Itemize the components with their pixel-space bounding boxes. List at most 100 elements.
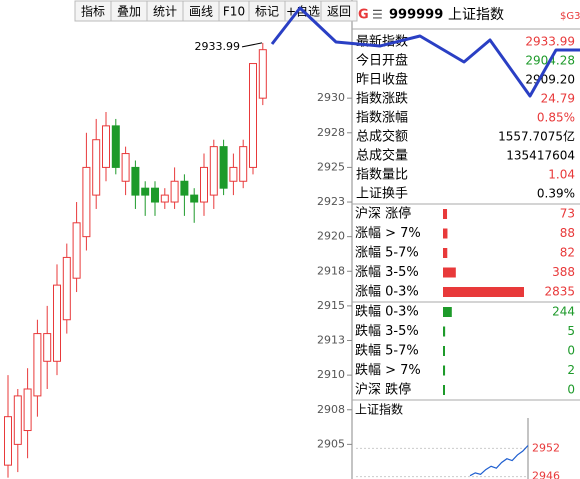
quote-value: 135417604: [506, 149, 575, 163]
breadth-value: 82: [560, 246, 575, 260]
breadth-value: 5: [567, 324, 575, 338]
breadth-bar: [443, 209, 448, 219]
breadth-label: 跌幅 5-7%: [355, 343, 419, 359]
candle-body: [170, 180, 179, 203]
candle-body: [4, 416, 12, 466]
breadth-value: 0: [567, 383, 575, 397]
breadth-label: 涨幅 > 7%: [355, 226, 421, 241]
quote-label: 指数量比: [356, 168, 408, 183]
breadth-value: 2835: [544, 285, 575, 299]
hand-drawn-annotation: [270, 6, 580, 98]
quote-label: 总成交量: [356, 148, 408, 164]
breadth-label: 涨幅 5-7%: [355, 246, 419, 261]
quote-label: 昨日收盘: [356, 72, 408, 88]
toolbar-label[interactable]: 统计: [153, 5, 177, 19]
candle-body: [219, 146, 228, 189]
breadth-bar: [443, 326, 446, 337]
y-tick-label: 2918: [317, 264, 345, 277]
mini-line: [469, 445, 529, 477]
breadth-bar: [443, 346, 445, 356]
y-tick-label: 2908: [317, 403, 345, 416]
y-tick-label: 2925: [317, 160, 345, 173]
candle-body: [72, 222, 81, 279]
candle-body: [258, 49, 267, 99]
breadth-label: 沪深 涨停: [355, 206, 411, 222]
breadth-bar: [443, 228, 448, 239]
candle-body: [151, 187, 159, 203]
breadth-bar: [443, 365, 446, 376]
candle-body: [190, 194, 199, 203]
candle-body: [33, 333, 42, 397]
annotation-arrow: [241, 42, 263, 48]
breadth-label: 跌幅 0-3%: [355, 304, 419, 320]
y-tick-label: 2913: [317, 334, 345, 347]
y-tick-label: 2923: [317, 195, 345, 208]
breadth-value: 88: [560, 226, 575, 240]
breadth-value: 244: [552, 305, 575, 319]
candle-body: [82, 166, 91, 238]
quote-label: 总成交额: [356, 129, 408, 145]
toolbar-label[interactable]: 返回: [327, 5, 351, 19]
quote-value: 24.79: [541, 92, 575, 106]
breadth-bar: [443, 248, 448, 258]
price-annotation: 2933.99: [195, 40, 241, 53]
candle-body: [180, 180, 189, 196]
quote-label: 指数涨跌: [356, 91, 408, 107]
mini-tick-label: 2946: [532, 470, 560, 479]
candle-body: [102, 125, 110, 168]
candle-body: [239, 146, 248, 182]
toolbar-label[interactable]: 指标: [81, 4, 105, 19]
quote-value: 0.85%: [537, 111, 575, 125]
candle-body: [111, 125, 120, 168]
candle-body: [92, 139, 101, 196]
breadth-value: 2: [567, 363, 575, 377]
candle-body: [200, 166, 208, 203]
y-tick-label: 2905: [317, 437, 345, 450]
mini-tick-label: 2952: [532, 441, 560, 454]
toolbar-button[interactable]: [320, 0, 358, 22]
candle-body: [13, 395, 22, 445]
market: G: [358, 8, 369, 23]
candle-body: [249, 63, 257, 168]
breadth-label: 涨幅 0-3%: [355, 285, 419, 300]
toolbar-label[interactable]: 画线: [189, 5, 213, 19]
candle-body: [209, 146, 218, 196]
breadth-value: 0: [567, 344, 575, 358]
quote-value: 2909.20: [525, 73, 575, 87]
breadth-label: 涨幅 3-5%: [355, 265, 419, 280]
code: 999999: [389, 8, 443, 23]
y-tick-label: 2930: [317, 91, 345, 104]
breadth-label: 沪深 跌停: [355, 382, 411, 398]
toolbar-label[interactable]: 叠加: [117, 5, 141, 19]
candle-body: [131, 166, 140, 196]
candle-body: [62, 256, 71, 321]
candle-body: [43, 333, 52, 362]
quote-label: 今日开盘: [356, 53, 408, 69]
quote-value: 0.39%: [537, 187, 575, 201]
quote-value: 2933.99: [525, 35, 575, 49]
quote-value: 1.04: [548, 168, 575, 182]
toolbar-label[interactable]: 标记: [255, 5, 279, 19]
breadth-label: 跌幅 3-5%: [355, 323, 419, 339]
candle-body: [160, 194, 169, 203]
breadth-label: 跌幅 > 7%: [355, 362, 421, 378]
breadth-bar: [443, 307, 452, 317]
y-tick-label: 2910: [317, 368, 345, 381]
y-tick-label: 2928: [317, 126, 345, 139]
candle-body: [53, 284, 61, 362]
toolbar-label[interactable]: F10: [223, 5, 245, 19]
y-tick-label: 2915: [317, 299, 345, 312]
menu-icon: ☰: [372, 8, 383, 22]
breadth-bar: [443, 287, 524, 297]
candle-body: [121, 153, 130, 182]
mini-title: 上证指数: [355, 402, 403, 417]
breadth-bar: [443, 267, 456, 278]
breadth-value: 388: [552, 265, 575, 279]
candle-body: [141, 187, 150, 196]
name: 上证指数: [448, 7, 504, 23]
quote-label: 指数涨幅: [356, 111, 408, 126]
tag: $G3: [560, 11, 580, 22]
